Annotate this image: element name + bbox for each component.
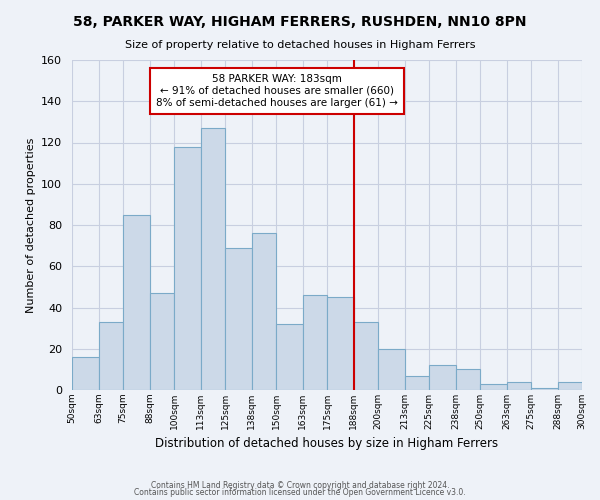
Bar [327,297,353,390]
Bar [200,128,225,390]
Bar [123,214,149,390]
Text: Size of property relative to detached houses in Higham Ferrers: Size of property relative to detached ho… [125,40,475,50]
Bar [276,324,302,390]
Bar [251,233,276,390]
Bar [353,322,378,390]
Bar [531,388,557,390]
X-axis label: Distribution of detached houses by size in Higham Ferrers: Distribution of detached houses by size … [155,438,499,450]
Bar [429,365,455,390]
Text: Contains public sector information licensed under the Open Government Licence v3: Contains public sector information licen… [134,488,466,497]
Y-axis label: Number of detached properties: Number of detached properties [26,138,35,312]
Bar [506,382,531,390]
Bar [404,376,429,390]
Text: 58, PARKER WAY, HIGHAM FERRERS, RUSHDEN, NN10 8PN: 58, PARKER WAY, HIGHAM FERRERS, RUSHDEN,… [73,15,527,29]
Bar [378,349,404,390]
Bar [455,370,480,390]
Bar [225,248,251,390]
Bar [302,295,327,390]
Text: Contains HM Land Registry data © Crown copyright and database right 2024.: Contains HM Land Registry data © Crown c… [151,480,449,490]
Bar [174,146,200,390]
Bar [480,384,506,390]
Bar [557,382,582,390]
Text: 58 PARKER WAY: 183sqm
← 91% of detached houses are smaller (660)
8% of semi-deta: 58 PARKER WAY: 183sqm ← 91% of detached … [156,74,398,108]
Bar [98,322,123,390]
Bar [72,357,98,390]
Bar [149,293,174,390]
